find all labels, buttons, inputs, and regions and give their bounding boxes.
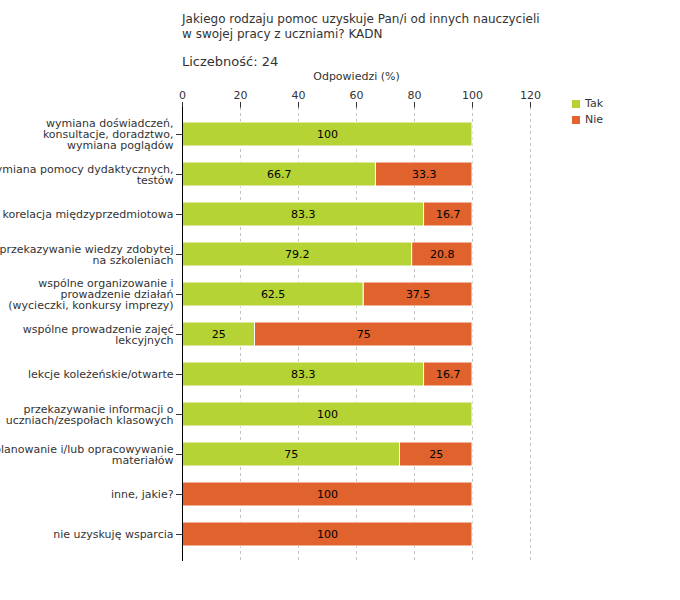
svg-text:79.2: 79.2 [285,248,310,261]
svg-text:16.7: 16.7 [436,208,461,221]
svg-text:60: 60 [350,89,364,102]
html-text:Nie: Nie [585,113,604,126]
svg-text:75: 75 [284,448,298,461]
svg-text:33.3: 33.3 [412,168,437,181]
svg-text:75: 75 [357,328,371,341]
svg-text:83.3: 83.3 [291,208,316,221]
svg-text:100: 100 [462,89,483,102]
svg-text:przekazywanie wiedzy zdobytejn: przekazywanie wiedzy zdobytejna szkoleni… [0,243,174,267]
svg-text:wymiana doświadczeń,konsultacj: wymiana doświadczeń,konsultacje, doradzt… [43,117,174,152]
html-text:Jakiego rodzaju pomoc uzyskuje: Jakiego rodzaju pomoc uzyskuje Pan/i od … [182,12,540,41]
svg-text:40: 40 [292,89,306,102]
svg-text:Odpowiedzi (%): Odpowiedzi (%) [313,70,400,83]
svg-text:37.5: 37.5 [406,288,431,301]
svg-text:25: 25 [429,448,443,461]
svg-text:planowanie i/lub opracowywanie: planowanie i/lub opracowywaniemateriałów [0,443,174,467]
svg-text:20.8: 20.8 [430,248,455,261]
svg-text:16.7: 16.7 [436,368,461,381]
svg-text:przekazywanie informacji ouczn: przekazywanie informacji ouczniach/zespo… [6,403,174,427]
svg-text:korelacja międzyprzedmiotowa: korelacja międzyprzedmiotowa [2,208,173,221]
svg-text:20: 20 [234,89,248,102]
svg-text:wymiana pomocy dydaktycznych,t: wymiana pomocy dydaktycznych,testów [0,163,174,187]
svg-text:120: 120 [520,89,541,102]
svg-text:0: 0 [179,89,186,102]
svg-text:wspólne prowadzenie zajęćlekcy: wspólne prowadzenie zajęćlekcyjnych [23,323,174,347]
html-text:Liczebność: 24: Liczebność: 24 [182,54,279,69]
svg-text:25: 25 [212,328,226,341]
svg-text:100: 100 [317,408,338,421]
svg-text:wspólne organizowanie iprowadz: wspólne organizowanie iprowadzenie dział… [8,277,173,312]
svg-text:100: 100 [317,528,338,541]
svg-text:100: 100 [317,128,338,141]
svg-text:62.5: 62.5 [261,288,286,301]
svg-text:inne, jakie?: inne, jakie? [111,488,174,501]
html-text:Tak: Tak [585,97,603,110]
svg-text:lekcje koleżeńskie/otwarte: lekcje koleżeńskie/otwarte [28,368,174,381]
svg-text:66.7: 66.7 [267,168,292,181]
svg-text:83.3: 83.3 [291,368,316,381]
svg-text:100: 100 [317,488,338,501]
svg-text:nie uzyskuję wsparcia: nie uzyskuję wsparcia [53,528,173,541]
svg-text:80: 80 [408,89,422,102]
